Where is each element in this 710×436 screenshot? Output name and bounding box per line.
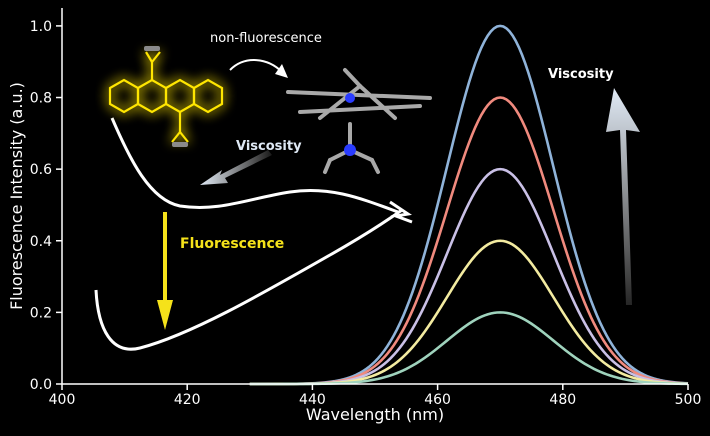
y-tick-label: 1.0 <box>30 19 52 35</box>
twisted-molecule-image <box>286 68 432 174</box>
x-tick-label: 460 <box>424 392 451 408</box>
viscosity-right-label: Viscosity <box>548 67 614 82</box>
excited-state-curve <box>110 117 399 214</box>
non-fluorescence-label: non-fluorescence <box>210 31 322 46</box>
x-axis-label: Wavelength (nm) <box>306 405 444 424</box>
y-tick-label: 0.4 <box>30 234 52 250</box>
fluorescent-molecule-image <box>108 51 224 143</box>
y-tick-label: 0.2 <box>30 305 52 321</box>
spectrum-line <box>249 167 689 386</box>
x-tick-labels: 400 420 440 460 480 500 <box>49 392 702 408</box>
x-tick-label: 440 <box>299 392 326 408</box>
nitrogen-atoms <box>344 93 356 156</box>
viscosity-left-arrow <box>200 150 272 185</box>
x-tick-label: 500 <box>675 392 702 408</box>
y-tick-label: 0.0 <box>30 377 52 393</box>
viscosity-right-arrow <box>606 88 640 305</box>
ground-state-curve <box>94 208 403 351</box>
y-tick-label: 0.8 <box>30 91 52 107</box>
fluorescent-molecule-caps <box>144 46 188 147</box>
non-fluorescence-arrowhead <box>275 64 288 78</box>
crossing-marker <box>389 200 413 224</box>
viscosity-left-label: Viscosity <box>236 139 302 154</box>
non-fluorescence-arrow <box>229 59 283 73</box>
y-tick-labels: 0.0 0.2 0.4 0.6 0.8 1.0 <box>30 19 52 393</box>
x-tick-label: 400 <box>49 392 76 408</box>
fluorescence-arrow <box>157 212 173 330</box>
y-tick-label: 0.6 <box>30 162 52 178</box>
x-tick-label: 480 <box>549 392 576 408</box>
fluorescence-label: Fluorescence <box>180 236 284 252</box>
axes <box>56 8 689 390</box>
x-tick-label: 420 <box>174 392 201 408</box>
y-axis-label: Fluorescence Intensity (a.u.) <box>7 82 26 310</box>
spectra-group <box>249 24 689 386</box>
